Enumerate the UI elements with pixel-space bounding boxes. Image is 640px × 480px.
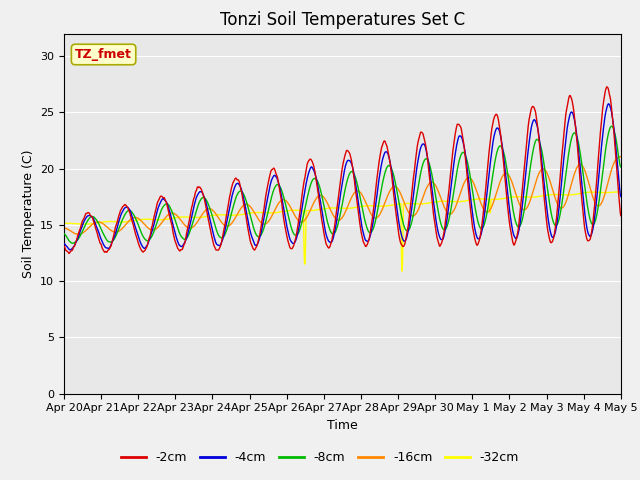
Legend: -2cm, -4cm, -8cm, -16cm, -32cm: -2cm, -4cm, -8cm, -16cm, -32cm [116, 446, 524, 469]
X-axis label: Time: Time [327, 419, 358, 432]
Title: Tonzi Soil Temperatures Set C: Tonzi Soil Temperatures Set C [220, 11, 465, 29]
Y-axis label: Soil Temperature (C): Soil Temperature (C) [22, 149, 35, 278]
Text: TZ_fmet: TZ_fmet [75, 48, 132, 61]
